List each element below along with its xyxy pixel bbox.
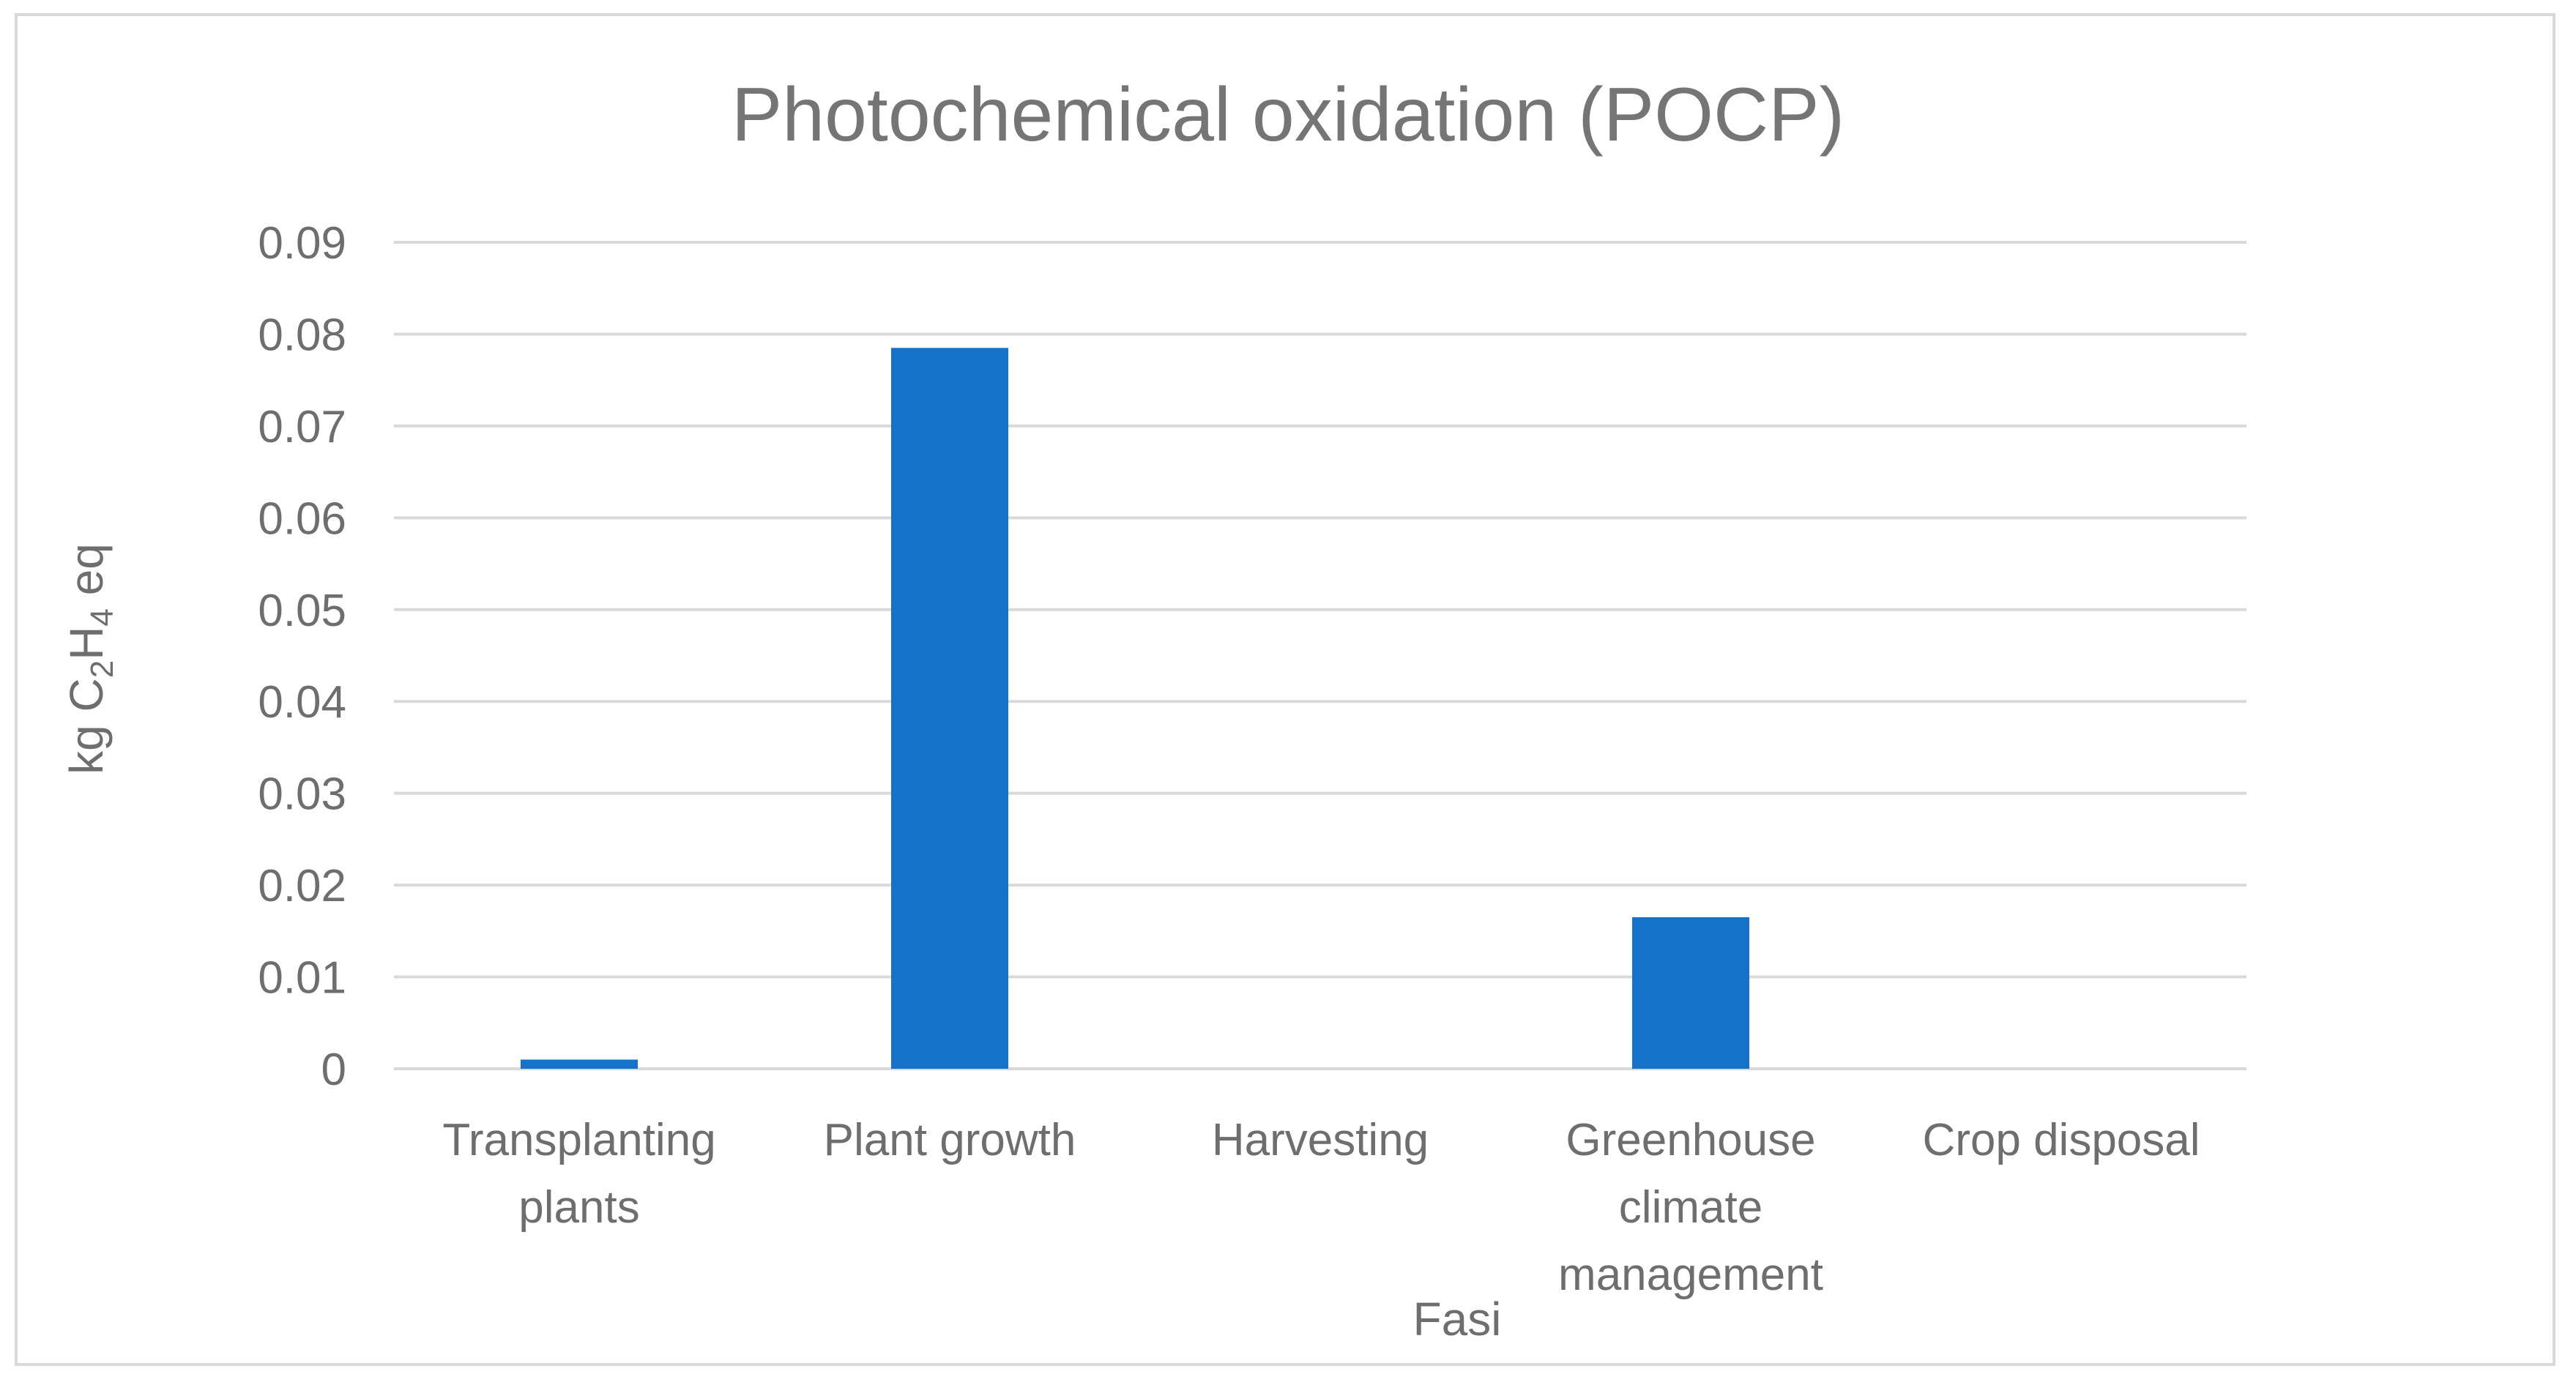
x-category-label-line: Greenhouse (1566, 1115, 1815, 1165)
bar (521, 1059, 638, 1069)
y-tick-label: 0.06 (258, 493, 346, 544)
x-category-label: Harvesting (1212, 1115, 1429, 1165)
chart-frame (15, 13, 2555, 1366)
y-tick-label: 0.03 (258, 769, 346, 820)
bars (521, 348, 1749, 1069)
y-tick-label: 0.09 (258, 218, 346, 269)
bar (891, 348, 1008, 1069)
y-axis-ticks: 0 0.01 0.02 0.03 0.04 0.05 0.06 0.07 0.08 0.09 (258, 218, 346, 1095)
y-tick-label: 0.05 (258, 586, 346, 636)
x-category-label: Crop disposal (1922, 1115, 2200, 1165)
y-tick-label: 0.07 (258, 402, 346, 452)
x-axis-categories: Transplanting plants Plant growth Harvestin… (442, 1115, 2200, 1300)
x-category-label-line: management (1558, 1250, 1823, 1300)
y-tick-label: 0.02 (258, 861, 346, 911)
x-category-label-line: Plant growth (824, 1115, 1076, 1165)
x-category-label-line: Transplanting (442, 1115, 715, 1165)
bar (1632, 917, 1749, 1069)
y-tick-label: 0.08 (258, 310, 346, 360)
chart-title: Photochemical oxidation (POCP) (732, 72, 1844, 157)
x-axis-title: Fasi (1413, 1293, 1502, 1345)
y-axis-title-suffix: eq (60, 543, 113, 608)
x-category-label-line: climate (1619, 1182, 1762, 1233)
x-category-label: Plant growth (824, 1115, 1076, 1165)
gridlines (394, 241, 2246, 1070)
y-tick-label: 0.04 (258, 677, 346, 728)
x-category-label-line: plants (518, 1182, 639, 1233)
x-category-label-line: Harvesting (1212, 1115, 1429, 1165)
y-axis-title-sub2: 4 (84, 608, 120, 626)
x-category-label: Transplanting plants (442, 1115, 715, 1233)
y-axis-title-prefix: kg C (60, 678, 113, 774)
y-axis-title-sub1: 2 (84, 660, 120, 678)
x-category-label: Greenhouse climate management (1558, 1115, 1823, 1300)
y-axis-title: kg C2H4 eq (60, 543, 120, 774)
y-tick-label: 0 (321, 1045, 346, 1095)
y-axis-title-mid: H (60, 627, 113, 660)
y-tick-label: 0.01 (258, 953, 346, 1004)
x-category-label-line: Crop disposal (1922, 1115, 2200, 1165)
